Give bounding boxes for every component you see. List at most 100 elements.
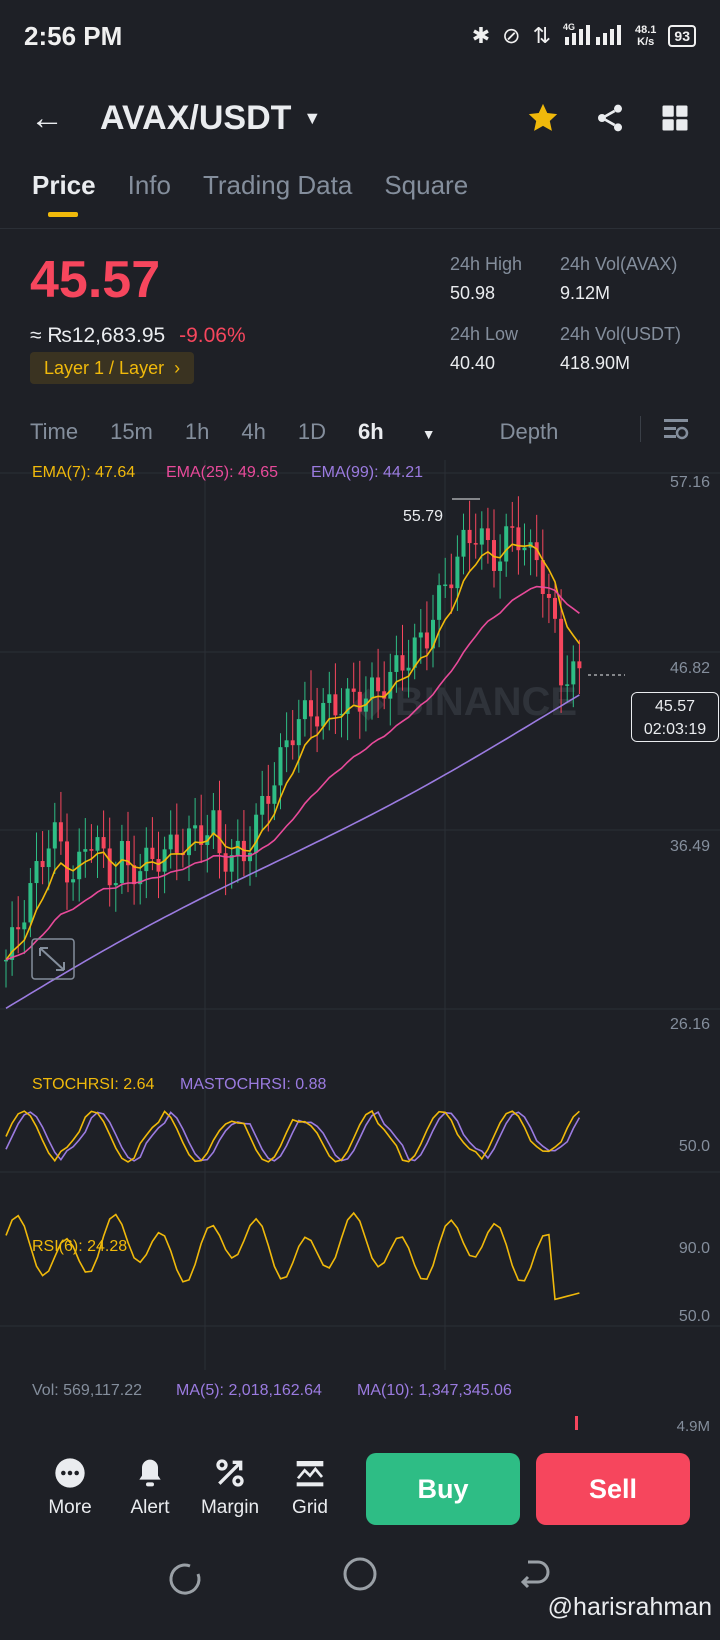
back-nav-icon[interactable] (520, 1560, 550, 1589)
candle-body (144, 847, 149, 872)
network-type: 4G (563, 22, 575, 32)
tab-price[interactable]: Price (32, 170, 96, 217)
tab-info[interactable]: Info (127, 170, 171, 200)
chevron-right-icon: › (169, 358, 181, 378)
candle-body (565, 684, 570, 686)
mastochrsi-label: MASTOCHRSI: 0.88 (180, 1076, 327, 1093)
rsi-axis-top: 90.0 (678, 1240, 710, 1257)
pair-title[interactable]: AVAX/USDT (100, 98, 292, 137)
candle-body (193, 825, 198, 829)
candle-body (22, 922, 27, 930)
chart-settings-icon[interactable] (662, 416, 690, 448)
candle-body (455, 556, 460, 589)
battery-icon: 93 (668, 25, 696, 47)
candle-body (473, 543, 478, 545)
interval-1h[interactable]: 1h (184, 419, 210, 444)
grid-button[interactable]: Grid (270, 1457, 350, 1519)
candle-body (406, 667, 411, 671)
candlestick-chart[interactable]: ◆ BINANCE (0, 460, 720, 1435)
interval-4h[interactable]: 4h (241, 419, 266, 444)
expand-icon[interactable] (31, 938, 75, 980)
candle-body (443, 584, 448, 587)
axis-label-top: 57.16 (669, 474, 710, 491)
system-nav-bar: @harisrahman (0, 1548, 720, 1640)
candle-body (315, 716, 320, 727)
home-icon[interactable] (343, 1557, 377, 1591)
stochrsi-label: STOCHRSI: 2.64 (32, 1076, 155, 1093)
status-icons: ✱ ⊘ ⇅ 4G 48.1 K/s 93 (472, 21, 696, 51)
candle-body (485, 528, 490, 541)
buy-button[interactable]: Buy (366, 1453, 520, 1525)
candle-body (10, 927, 15, 960)
candle-body (479, 528, 484, 545)
candle-body (327, 694, 332, 703)
candle-body (113, 883, 118, 886)
rsi-line (5, 1211, 580, 1301)
interval-15m[interactable]: 15m (110, 419, 153, 444)
candle-body (577, 661, 582, 669)
candle-body (504, 526, 509, 562)
candle-body (272, 785, 277, 804)
share-icon[interactable] (594, 102, 626, 134)
tab-trading-data[interactable]: Trading Data (202, 170, 353, 200)
candle-body (534, 542, 539, 561)
alert-button[interactable]: Alert (110, 1457, 190, 1519)
candle-body (235, 840, 240, 856)
stats-grid: 24h High 50.98 24h Vol(AVAX) 9.12M 24h Low… (450, 254, 700, 374)
candle-body (132, 865, 137, 885)
interval-depth[interactable]: Depth (499, 419, 559, 444)
margin-icon (216, 1459, 244, 1487)
interval-1d[interactable]: 1D (297, 419, 326, 444)
candle-body (46, 848, 51, 868)
interval-time[interactable]: Time (30, 419, 79, 444)
candle-body (412, 637, 417, 668)
chart-area[interactable]: ◆ BINANCE EMA(7): 47.64 EMA(25): 49.65 E… (0, 460, 720, 1435)
current-price-box: 45.57 02:03:19 (631, 692, 719, 742)
candle-body (498, 561, 503, 571)
tabs-divider (0, 228, 720, 229)
candle-body (266, 795, 271, 804)
sell-button[interactable]: Sell (536, 1453, 690, 1525)
ema99-line (5, 694, 580, 1009)
data-arrows-icon: ⇅ (532, 23, 551, 48)
margin-button[interactable]: Margin (190, 1457, 270, 1519)
candle-body (571, 661, 576, 685)
category-tag[interactable]: Layer 1 / Layer › (30, 352, 195, 384)
rsi-axis-mid: 50.0 (678, 1308, 710, 1325)
candle-body (95, 837, 100, 851)
candle-body (168, 834, 173, 850)
vol-ma5-label: MA(5): 2,018,162.64 (176, 1382, 322, 1399)
recents-icon[interactable] (169, 1563, 201, 1595)
candle-body (65, 841, 69, 883)
chevron-down-icon[interactable]: ▼ (303, 107, 322, 128)
vol-label: Vol: 569,117.22 (32, 1382, 143, 1399)
back-arrow-icon[interactable]: ← (30, 98, 64, 137)
candle-body (119, 841, 124, 884)
candle-body (449, 584, 454, 589)
ema25-label: EMA(25): 49.65 (166, 464, 279, 481)
candle-body (510, 526, 515, 528)
candle-body (138, 871, 143, 885)
star-icon[interactable] (526, 101, 560, 135)
fiat-line: ≈ ₨12,683.95 -9.06% (30, 324, 246, 348)
candle-body (302, 700, 307, 720)
candle-body (333, 694, 338, 716)
candle-body (83, 849, 88, 852)
candle-body (260, 795, 265, 815)
candle-body (156, 858, 161, 872)
candle-body (516, 527, 521, 551)
candle-body (418, 632, 423, 638)
candle-body (89, 849, 94, 851)
stochrsi-line (5, 1109, 580, 1163)
candle-body (431, 619, 435, 649)
tab-square[interactable]: Square (384, 170, 469, 200)
grid-bot-icon (296, 1461, 324, 1487)
candle-body (522, 547, 527, 551)
interval-selected[interactable]: 6h ▼ (357, 419, 436, 444)
candle-body (309, 700, 313, 717)
candle-body (492, 540, 496, 571)
vol-axis-label: 4.9M (676, 1418, 710, 1435)
rsi-label: RSI(6): 24.28 (32, 1238, 128, 1255)
more-button[interactable]: More (30, 1457, 110, 1519)
grid-menu-icon[interactable] (660, 103, 690, 133)
